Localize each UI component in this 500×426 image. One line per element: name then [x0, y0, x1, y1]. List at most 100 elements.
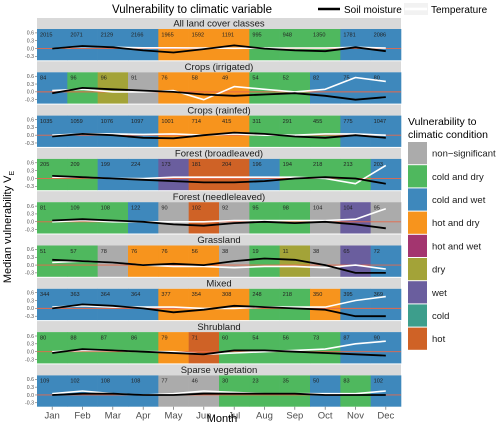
cell-feb	[67, 115, 98, 147]
cell-apr	[128, 115, 159, 147]
cell-oct	[310, 245, 341, 277]
legend-label: cold	[432, 311, 449, 322]
count-label: 60	[222, 335, 228, 341]
count-label: 218	[283, 292, 292, 298]
count-label: 364	[131, 292, 140, 298]
cell-sep	[279, 332, 311, 364]
legend-label: non−significant	[432, 149, 496, 160]
panel-title: Crops (irrigated)	[185, 62, 254, 73]
x-tick-label-may: May	[165, 411, 183, 422]
x-tick-label-oct: Oct	[318, 411, 333, 422]
y-tick-label: 0.6	[27, 204, 34, 210]
cell-apr	[128, 288, 159, 321]
panel-title: Forest (needleleaved)	[173, 192, 265, 203]
y-tick-label: 0.3	[27, 125, 34, 131]
cell-may	[158, 115, 189, 147]
count-label: 199	[101, 162, 110, 168]
count-label: 104	[343, 206, 352, 212]
legend-label: cold and dry	[432, 172, 484, 183]
fill-legend: Vulnerability to climatic condition non−…	[408, 116, 496, 350]
count-label: 1076	[101, 119, 113, 125]
legend-item-hot-and-wet: hot and wet	[408, 234, 481, 257]
cell-dec	[370, 375, 402, 407]
count-label: 52	[283, 76, 289, 82]
panel-strip	[37, 191, 401, 203]
count-label: 369	[374, 292, 383, 298]
fill-legend-title: Vulnerability to climatic condition	[408, 116, 488, 141]
cell-apr	[128, 245, 159, 277]
cell-dec	[370, 332, 402, 364]
count-label: 2129	[101, 32, 113, 38]
cell-feb	[67, 29, 98, 61]
count-label: 79	[161, 335, 167, 341]
count-label: 455	[313, 119, 322, 125]
cell-mar	[97, 29, 129, 61]
cell-apr	[128, 72, 159, 104]
count-label: 109	[40, 379, 49, 385]
legend-label: hot and wet	[432, 241, 481, 252]
count-label: 91	[131, 76, 137, 82]
count-label: 203	[374, 162, 383, 168]
legend-label: dry	[432, 265, 445, 276]
cell-nov	[340, 115, 371, 147]
y-tick-label: -0.3	[25, 314, 34, 320]
x-axis: Jan Feb Mar Apr May Jun Jul Aug Sep Oct Nov Dec	[45, 406, 395, 422]
count-label: 19	[252, 249, 258, 255]
legend-item-hot: hot	[408, 327, 446, 350]
count-label: 57	[70, 249, 76, 255]
panel-strip	[37, 61, 401, 73]
cell-aug	[249, 375, 280, 407]
cell-nov	[340, 158, 371, 191]
count-label: 80	[374, 76, 380, 82]
legend-item-hot-and-dry: hot and dry	[408, 211, 480, 234]
count-label: 311	[252, 119, 261, 125]
cell-sep	[279, 29, 311, 61]
cell-oct	[310, 29, 341, 61]
count-label: 775	[343, 119, 352, 125]
soil-moisture-line	[52, 87, 386, 101]
count-label: 54	[252, 76, 258, 82]
count-label: 108	[131, 379, 140, 385]
y-tick-label: -0.3	[25, 271, 34, 277]
y-tick-label: 0.0	[27, 220, 34, 226]
cell-jul	[219, 375, 250, 407]
cell-jan	[37, 72, 68, 104]
cell-may	[158, 202, 189, 234]
soil-moisture-line	[52, 175, 386, 185]
count-label: 75	[343, 76, 349, 82]
temp-legend-label: Temperature	[431, 5, 488, 16]
x-tick-label-nov: Nov	[347, 411, 364, 422]
count-label: 377	[161, 292, 170, 298]
panel-forest-broadleaved: Forest (broadleaved) 205 209 199 224 173 181 20…	[25, 147, 402, 191]
panel-title: Forest (broadleaved)	[175, 149, 263, 160]
panel-shrubland: Shrubland 80 88 87 86 79 71 60 54 56 73 87 90 0.6 0.30…	[25, 321, 402, 364]
count-label: 2086	[374, 32, 386, 38]
cell-may	[158, 245, 189, 277]
cell-mar	[97, 158, 129, 191]
count-label: 81	[40, 206, 46, 212]
y-tick-label: -0.3	[25, 184, 34, 190]
cell-oct	[310, 158, 341, 191]
count-label: 96	[101, 76, 107, 82]
x-axis-label: Month	[207, 413, 238, 425]
cell-mar	[97, 202, 129, 234]
panel-title: Grassland	[197, 235, 240, 246]
panel-strip	[37, 277, 401, 289]
count-label: 415	[222, 119, 231, 125]
cell-jun	[188, 245, 220, 277]
cell-aug	[249, 202, 280, 234]
y-axis-label: Median vulnerability VE	[2, 171, 16, 284]
cell-sep	[279, 375, 311, 407]
cell-aug	[249, 332, 280, 364]
cell-dec	[370, 115, 402, 147]
cell-jun	[188, 288, 220, 321]
cell-mar	[97, 115, 129, 147]
legend-swatch	[408, 165, 427, 188]
count-label: 1191	[222, 32, 234, 38]
legend-item-cold: cold	[408, 304, 449, 327]
count-label: 205	[40, 162, 49, 168]
count-label: 84	[40, 76, 46, 82]
count-label: 1592	[192, 32, 204, 38]
y-tick-label: 0.0	[27, 133, 34, 139]
cell-nov	[340, 202, 371, 234]
